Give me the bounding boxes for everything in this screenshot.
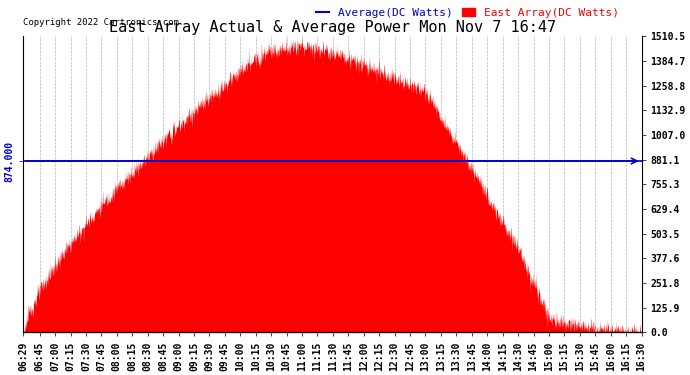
- Title: East Array Actual & Average Power Mon Nov 7 16:47: East Array Actual & Average Power Mon No…: [109, 20, 556, 35]
- Legend: Average(DC Watts), East Array(DC Watts): Average(DC Watts), East Array(DC Watts): [312, 3, 624, 22]
- Text: Copyright 2022 Cartronics.com: Copyright 2022 Cartronics.com: [23, 18, 179, 27]
